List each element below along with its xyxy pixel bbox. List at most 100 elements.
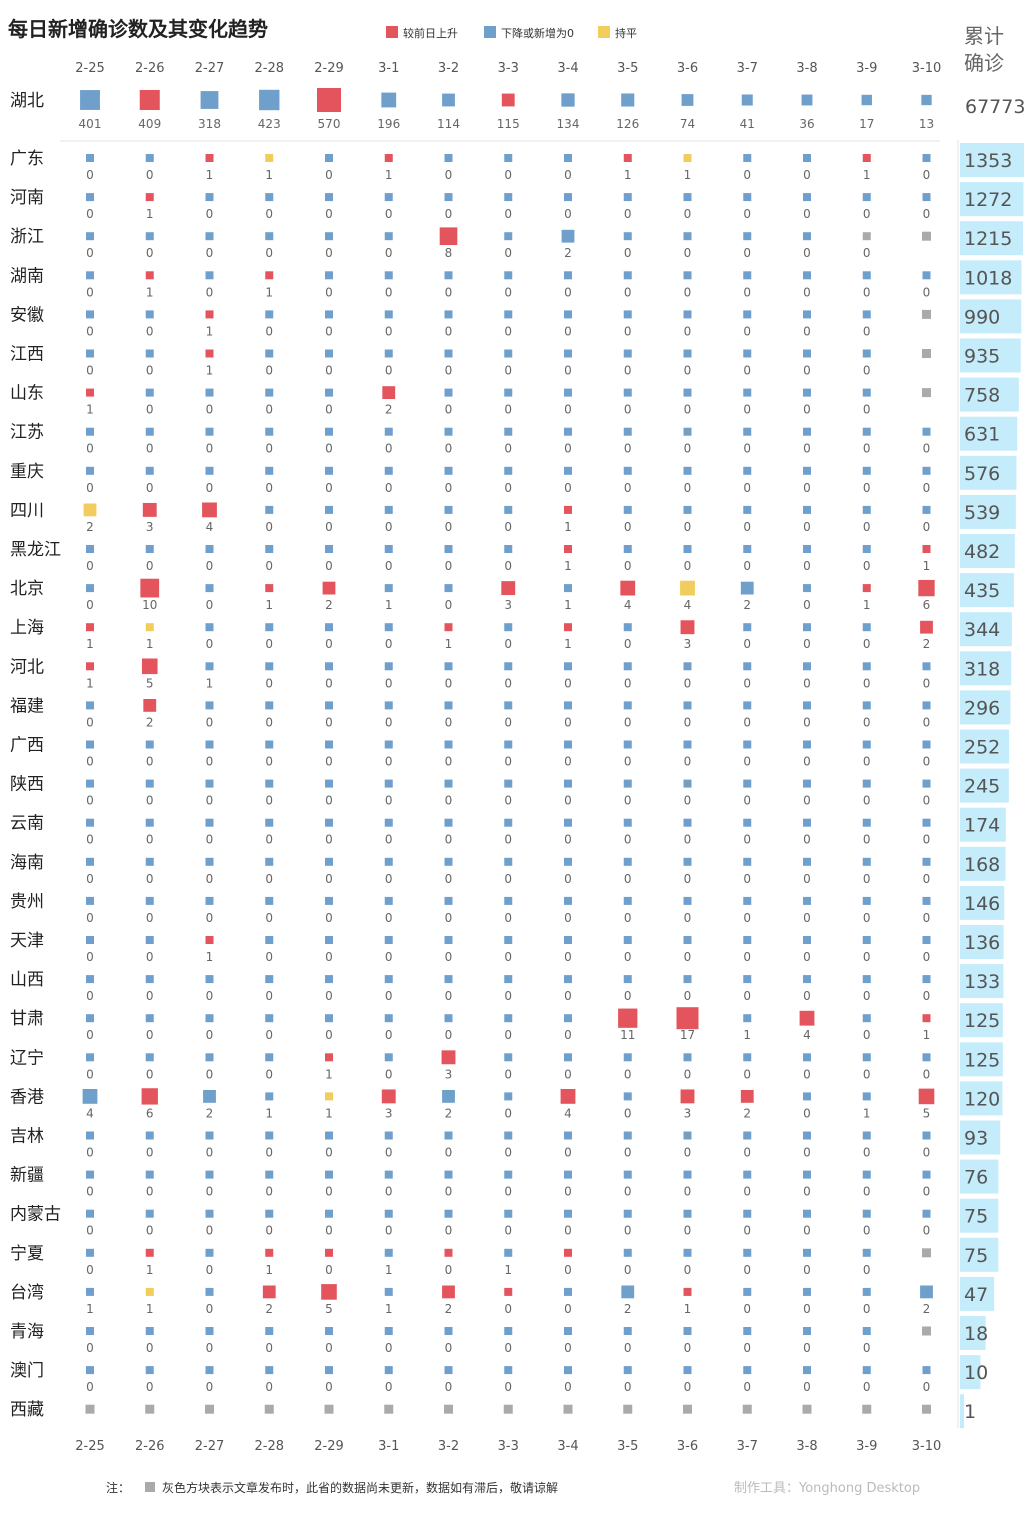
daily-change-square	[803, 466, 811, 475]
daily-value-label: 0	[146, 872, 154, 886]
daily-change-square	[203, 1089, 216, 1103]
daily-change-square	[145, 427, 154, 436]
legend: 较前日上升 下降或新增为0 持平	[386, 26, 637, 40]
province-row: 澳门 0 0 0 0 0 0 0 0 0 0 0 0 0 0 0 10	[10, 1355, 988, 1394]
province-label: 四川	[10, 501, 44, 521]
daily-value-label: 0	[265, 1146, 273, 1160]
daily-value-label: 0	[564, 481, 572, 495]
daily-value-label: 0	[206, 481, 214, 495]
daily-change-square	[444, 1327, 453, 1335]
total-bar	[960, 416, 1018, 451]
daily-change-square	[205, 1287, 214, 1296]
daily-value-label: 0	[325, 1185, 333, 1199]
daily-change-square	[504, 1053, 513, 1062]
daily-change-square	[80, 90, 100, 110]
daily-change-square	[504, 896, 513, 905]
daily-change-square	[743, 232, 752, 241]
total-value-label: 990	[964, 306, 1000, 328]
daily-value-label: 0	[564, 1302, 572, 1316]
daily-value-label: 0	[325, 168, 333, 182]
daily-change-square	[743, 154, 752, 162]
daily-change-square	[205, 310, 214, 319]
daily-value-label: 0	[803, 637, 811, 651]
daily-change-square	[742, 1404, 752, 1414]
daily-value-label: 0	[385, 1380, 393, 1394]
daily-change-square	[799, 1010, 815, 1026]
daily-change-square	[444, 1209, 453, 1218]
daily-value-label: 0	[923, 285, 931, 299]
daily-value-label: 1	[923, 559, 931, 573]
total-bar	[960, 494, 1016, 529]
daily-change-square	[442, 1089, 455, 1103]
daily-change-square	[504, 975, 513, 984]
total-bar	[960, 1003, 1003, 1038]
daily-change-square	[145, 349, 154, 358]
daily-change-square	[205, 1053, 214, 1062]
daily-value-label: 0	[684, 207, 692, 221]
daily-change-square	[621, 93, 635, 107]
daily-change-square	[862, 1131, 871, 1140]
province-label: 上海	[10, 618, 44, 638]
daily-change-square	[743, 466, 752, 475]
daily-change-square	[265, 857, 274, 866]
daily-change-square	[205, 427, 214, 436]
daily-value-label: 0	[86, 1067, 94, 1081]
daily-value-label: 1	[743, 1028, 751, 1042]
daily-change-square	[683, 193, 692, 202]
daily-change-square	[145, 154, 154, 162]
daily-value-label: 0	[504, 911, 512, 925]
daily-value-label: 0	[863, 794, 871, 808]
daily-value-label: 0	[146, 364, 154, 378]
province-label: 广西	[10, 736, 44, 756]
daily-change-square	[444, 154, 453, 162]
daily-change-square	[803, 779, 811, 788]
daily-value-label: 0	[325, 481, 333, 495]
daily-value-label: 0	[385, 1146, 393, 1160]
daily-value-label: 0	[923, 1067, 931, 1081]
daily-value-label: 0	[86, 1224, 94, 1238]
daily-value-label: 3	[684, 1106, 692, 1120]
total-bar	[960, 729, 1010, 764]
province-label: 西藏	[10, 1400, 44, 1420]
daily-value-label: 0	[803, 1146, 811, 1160]
daily-change-square	[803, 271, 811, 280]
daily-value-label: 0	[803, 872, 811, 886]
daily-change-square	[503, 1404, 513, 1414]
daily-value-label: 0	[923, 676, 931, 690]
daily-value-label: 0	[564, 794, 572, 808]
daily-value-label: 0	[803, 1106, 811, 1120]
daily-value-label: 0	[445, 715, 453, 729]
daily-change-square	[325, 388, 333, 397]
daily-change-square	[86, 1209, 94, 1218]
daily-value-label: 0	[146, 911, 154, 925]
daily-value-label: 0	[743, 833, 751, 847]
daily-value-label: 0	[624, 637, 632, 651]
daily-change-square	[325, 779, 333, 788]
daily-value-label: 1	[385, 598, 393, 612]
daily-value-label: 0	[803, 1380, 811, 1394]
daily-change-square	[623, 193, 632, 202]
total-value-label: 758	[964, 385, 1000, 407]
daily-change-square	[862, 896, 871, 905]
daily-change-square	[623, 154, 632, 162]
daily-value-label: 0	[86, 794, 94, 808]
daily-value-label: 1	[863, 168, 871, 182]
total-bar	[960, 455, 1017, 490]
daily-change-square	[504, 1287, 513, 1296]
daily-change-square	[325, 349, 333, 358]
date-tick-top: 3-7	[737, 61, 758, 76]
daily-value-label: 0	[504, 637, 512, 651]
daily-change-square	[623, 740, 632, 749]
daily-value-label: 0	[325, 324, 333, 338]
total-value-label: 1	[964, 1401, 976, 1423]
daily-value-label: 0	[504, 794, 512, 808]
daily-change-square	[918, 579, 935, 597]
daily-change-square	[803, 349, 811, 358]
daily-value-label: 0	[504, 1341, 512, 1355]
daily-change-square	[676, 1007, 699, 1030]
total-bar	[960, 964, 1004, 999]
daily-value-label: 0	[684, 1067, 692, 1081]
daily-change-square	[803, 975, 811, 984]
daily-change-square	[922, 427, 931, 436]
